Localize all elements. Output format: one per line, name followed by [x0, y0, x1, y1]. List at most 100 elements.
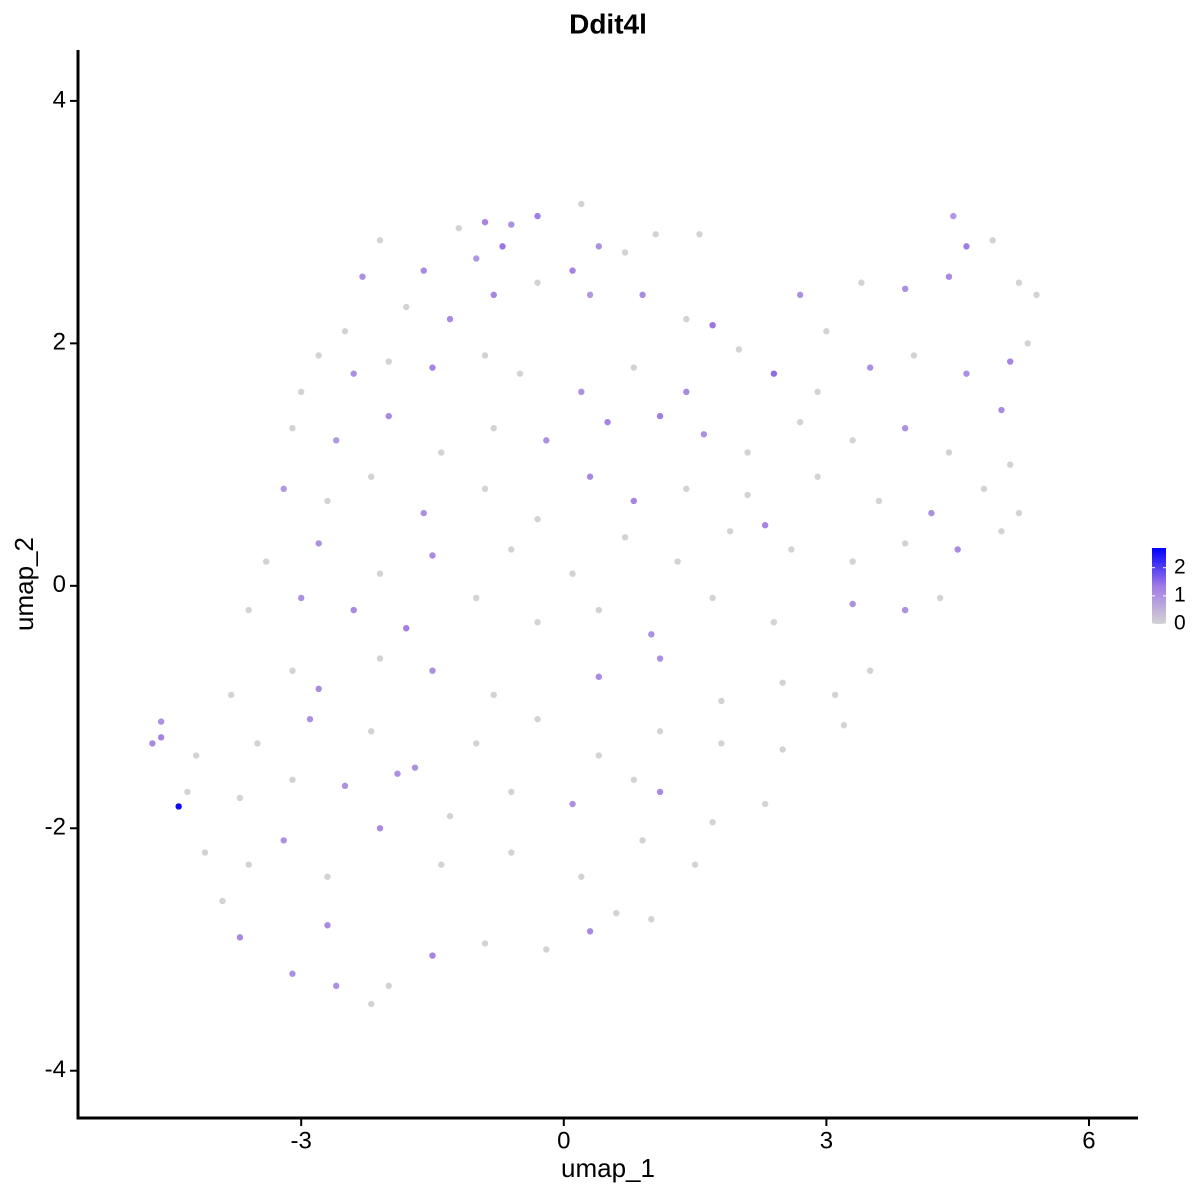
point	[341, 782, 349, 790]
point	[157, 734, 165, 741]
point	[770, 618, 778, 626]
point	[569, 570, 576, 577]
point	[980, 485, 988, 493]
point	[508, 788, 515, 796]
color-tick-label: 2	[1174, 555, 1186, 578]
point	[849, 558, 856, 565]
point	[656, 412, 664, 420]
point	[298, 388, 305, 396]
point	[1007, 358, 1014, 365]
point	[1024, 340, 1031, 347]
point	[761, 522, 769, 529]
point	[236, 794, 244, 802]
point	[796, 418, 804, 426]
point	[630, 497, 638, 505]
point	[219, 897, 226, 905]
point	[744, 449, 751, 456]
point	[534, 212, 541, 220]
point	[420, 509, 427, 517]
point	[333, 437, 340, 444]
point	[192, 752, 200, 759]
point	[709, 594, 716, 602]
point	[227, 691, 235, 699]
point	[534, 515, 541, 523]
point	[709, 321, 716, 329]
point	[901, 540, 909, 547]
point	[849, 600, 856, 608]
point	[481, 352, 489, 359]
point	[350, 370, 357, 377]
point	[652, 231, 659, 238]
point	[333, 982, 340, 990]
y-axis-label: umap_2	[9, 537, 39, 631]
point	[175, 803, 182, 810]
point	[1033, 291, 1040, 299]
point	[403, 625, 410, 632]
point	[236, 934, 244, 941]
point	[201, 849, 209, 856]
point	[761, 800, 769, 808]
point	[569, 267, 576, 274]
color-bar	[1152, 548, 1166, 624]
point	[621, 534, 629, 541]
point	[595, 752, 603, 759]
x-tick-label: 6	[1082, 1127, 1095, 1154]
point	[613, 909, 620, 917]
y-tick-label: 2	[53, 329, 66, 356]
point	[543, 437, 550, 444]
point	[595, 673, 603, 680]
point	[429, 364, 436, 371]
point	[604, 418, 611, 426]
point	[630, 776, 638, 783]
point	[481, 218, 489, 226]
point	[744, 491, 751, 499]
point	[376, 825, 384, 832]
point	[289, 970, 296, 977]
point	[586, 473, 594, 480]
point	[543, 946, 550, 953]
point	[438, 449, 445, 456]
point	[368, 1000, 375, 1008]
point	[184, 788, 191, 796]
point	[656, 788, 664, 796]
point	[289, 667, 296, 674]
x-tick-label: -3	[291, 1127, 312, 1154]
point	[499, 243, 506, 250]
point	[429, 552, 436, 559]
point	[858, 279, 865, 286]
point	[315, 352, 322, 359]
point	[945, 449, 953, 456]
point	[866, 667, 874, 674]
point	[473, 594, 480, 602]
point	[473, 255, 480, 262]
y-tick-label: 4	[53, 86, 66, 113]
point	[674, 558, 681, 565]
point	[1015, 279, 1023, 286]
point	[481, 485, 489, 493]
point	[438, 861, 445, 868]
point	[254, 740, 261, 747]
point	[394, 770, 401, 777]
chart-title: Ddit4l	[569, 8, 647, 39]
point	[683, 485, 690, 493]
point	[376, 655, 384, 662]
point	[315, 540, 322, 547]
point	[586, 291, 594, 299]
point	[508, 221, 515, 228]
point	[901, 285, 909, 293]
point	[324, 873, 331, 880]
point	[814, 388, 821, 396]
y-tick-label: 0	[53, 571, 66, 598]
point	[998, 406, 1005, 414]
point	[849, 437, 856, 444]
x-tick-label: 0	[557, 1127, 570, 1154]
point	[691, 861, 699, 868]
point	[578, 873, 585, 880]
point	[595, 606, 603, 614]
point	[779, 679, 786, 686]
point	[376, 570, 384, 577]
point	[700, 431, 708, 438]
point	[963, 370, 970, 377]
